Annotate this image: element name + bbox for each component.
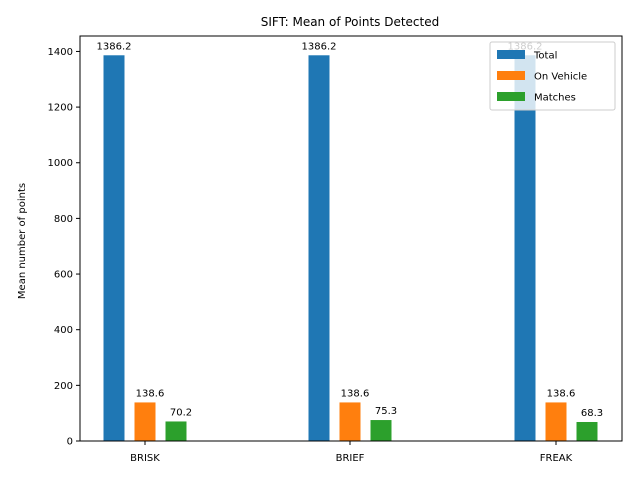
legend-label: Matches (534, 93, 576, 104)
y-tick-label: 1000 (48, 158, 73, 169)
x-tick-label: BRIEF (336, 453, 365, 464)
data-label: 138.6 (547, 388, 576, 399)
y-tick-label: 800 (54, 214, 73, 225)
bar-on-vehicle (134, 402, 156, 441)
y-tick-label: 1400 (48, 47, 73, 58)
legend-swatch-on-vehicle (497, 71, 525, 80)
data-label: 1386.2 (97, 41, 132, 52)
legend: Total On Vehicle Matches (489, 41, 616, 111)
bar-total (308, 55, 330, 441)
bar-matches (576, 421, 598, 441)
legend-label: Total (533, 51, 557, 62)
data-label: 138.6 (341, 388, 370, 399)
axes-frame (79, 35, 623, 442)
plot-area: 0 200 400 600 800 1000 1200 1400 BRISK BRIEF FREAK… (48, 35, 623, 464)
data-label: 138.6 (136, 388, 165, 399)
bar-total (103, 55, 125, 441)
y-tick-label: 1200 (48, 103, 73, 114)
legend-swatch-total (497, 50, 525, 59)
data-label: 75.3 (375, 406, 397, 417)
x-tick-label: BRISK (130, 453, 160, 464)
data-label: 70.2 (170, 407, 192, 418)
bar-total (514, 55, 536, 441)
x-tick-label: FREAK (540, 453, 573, 464)
chart-title: SIFT: Mean of Points Detected (261, 15, 439, 29)
y-tick-label: 200 (54, 381, 73, 392)
data-label: 68.3 (581, 408, 603, 419)
bar-matches (165, 421, 187, 441)
y-tick-label: 600 (54, 270, 73, 281)
legend-label: On Vehicle (534, 72, 587, 83)
bar-matches (370, 420, 392, 441)
bar-on-vehicle (545, 402, 567, 441)
legend-swatch-matches (497, 92, 525, 101)
data-label: 1386.2 (302, 41, 337, 52)
y-axis-title: Mean number of points (17, 183, 28, 299)
y-tick-label: 0 (67, 437, 73, 448)
y-tick-label: 400 (54, 325, 73, 336)
bar-on-vehicle (339, 402, 361, 441)
